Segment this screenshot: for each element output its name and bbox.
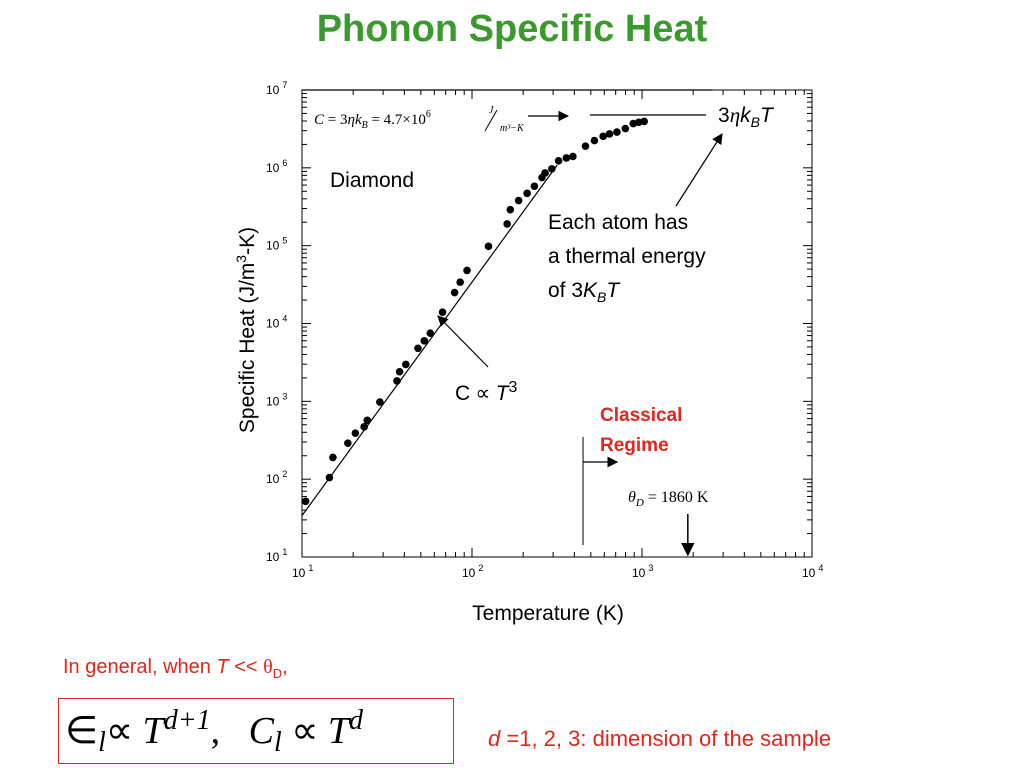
classical-regime-label-line1: Classical [600,405,682,426]
data-point [463,266,471,275]
data-point [613,128,621,136]
general-formula-box: ∈l∝ Td+1, Cl ∝ Td [58,698,454,764]
data-point [581,142,590,150]
data-point [599,132,607,141]
dimension-note: d =1, 2, 3: dimension of the sample [488,726,832,751]
y-axis-title: Specific Heat (J/m3-K) [233,227,259,433]
x-tick-label: 10 2 [462,563,483,580]
atom-note-line2: a thermal energy [548,245,706,268]
t-cubed-label: C ∝ T3 [455,379,518,405]
y-tick-label: 10 6 [266,158,287,175]
y-tick-label: 10 5 [266,236,287,253]
data-point [344,439,352,447]
data-point [503,220,511,228]
data-point [514,196,523,205]
data-points [301,117,648,506]
tick-labels: 10 1 10 2 10 3 10 4 10 1 10 2 10 3 10 4 10 5 10 6 10 7 [266,80,823,580]
data-point [426,329,435,338]
diamond-label: Diamond [330,169,414,192]
data-point [325,473,334,482]
data-point [640,117,648,126]
x-axis-title: Temperature (K) [472,602,624,625]
data-point [548,165,556,173]
atom-note-line3: of 3KBT [548,279,621,305]
t-cubed-fit-line [301,164,558,516]
data-point [530,182,539,191]
limit-label: 3ηkBT [718,103,775,130]
data-point [420,336,429,345]
data-point [402,360,410,369]
y-tick-label: 10 4 [266,314,287,331]
data-point [562,154,571,162]
data-point [329,453,337,462]
y-tick-label: 10 1 [266,547,287,564]
classical-regime-label-line2: Regime [600,435,669,456]
slide-title: Phonon Specific Heat [316,8,708,50]
data-point [450,288,459,297]
data-point [301,497,310,506]
data-point [393,377,401,385]
data-point [484,242,493,251]
x-tick-label: 10 3 [632,563,653,580]
formula-unit-J: J [489,105,494,116]
x-tick-label: 10 4 [802,563,823,580]
y-tick-label: 10 7 [266,80,287,97]
y-tick-label: 10 2 [266,469,287,486]
data-point [360,423,368,431]
data-point [621,124,630,133]
data-point [541,169,549,177]
data-point [395,367,404,376]
data-point [363,416,372,425]
formula-annotation: C = 3ηkB = 4.7×106 [314,109,431,131]
atom-note-line1: Each atom has [548,211,688,234]
data-point [351,429,360,437]
formula-unit-slash [484,109,498,132]
general-condition: In general, when T << θD, [63,656,288,681]
data-point [590,136,599,145]
axis-ticks [301,89,813,558]
t-cubed-arrow [437,315,489,368]
data-point [506,205,515,214]
data-point [554,157,563,165]
data-point [523,189,531,198]
data-point [605,130,614,138]
x-tick-label: 10 1 [292,563,313,580]
atom-note-arrow [675,133,723,207]
y-tick-label: 10 3 [266,391,287,408]
data-point [414,344,422,353]
data-point [456,278,464,286]
data-point [569,152,577,161]
formula-unit-denominator: m³−K [500,123,525,134]
specific-heat-chart: 10 1 10 2 10 3 10 4 10 1 10 2 10 3 10 4 10 5 10 6 10 7 Temper… [233,80,823,625]
data-point [438,308,447,316]
debye-temperature-label: θD = 1860 K [628,489,709,509]
data-point [376,398,384,406]
